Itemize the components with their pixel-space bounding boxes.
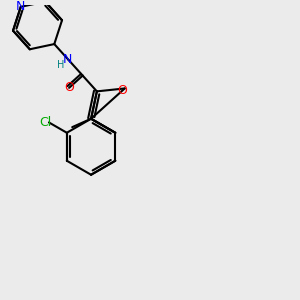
Text: N: N [16, 0, 26, 13]
Text: Cl: Cl [39, 116, 52, 129]
Text: O: O [117, 84, 127, 97]
Text: N: N [62, 53, 72, 66]
Text: O: O [64, 81, 74, 94]
Text: H: H [56, 60, 64, 70]
